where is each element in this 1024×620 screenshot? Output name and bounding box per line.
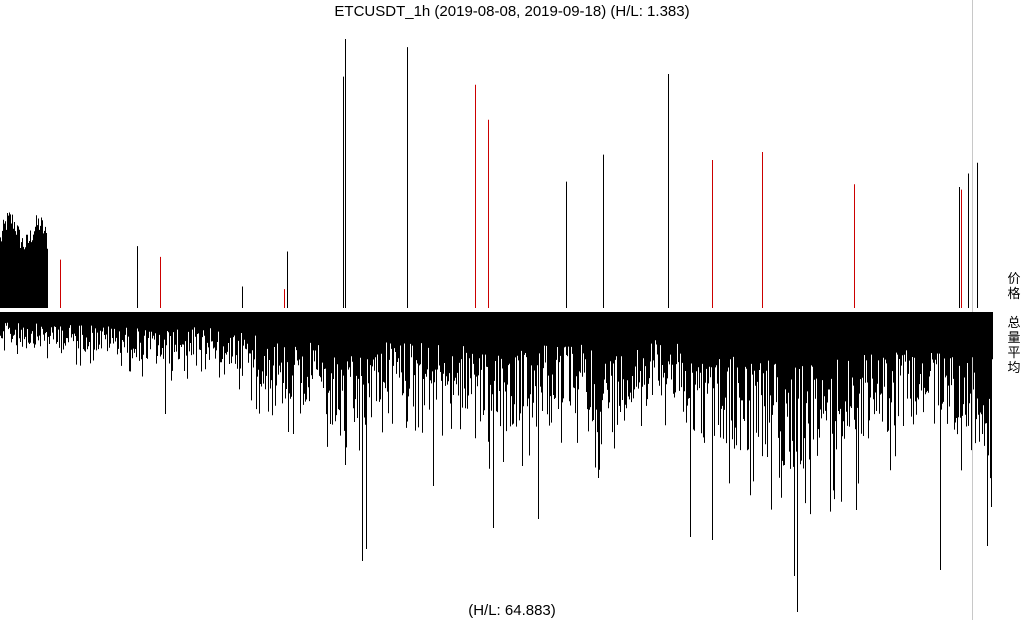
volume-panel <box>0 312 993 612</box>
chart-title: ETCUSDT_1h (2019-08-08, 2019-09-18) (H/L… <box>334 3 690 20</box>
price-panel-label: 价格 <box>1007 272 1021 302</box>
price-panel <box>0 39 978 308</box>
volume-panel-label: 总量平均 <box>1007 316 1021 376</box>
lower-panel-ratio-label: (H/L: 64.883) <box>468 602 556 619</box>
